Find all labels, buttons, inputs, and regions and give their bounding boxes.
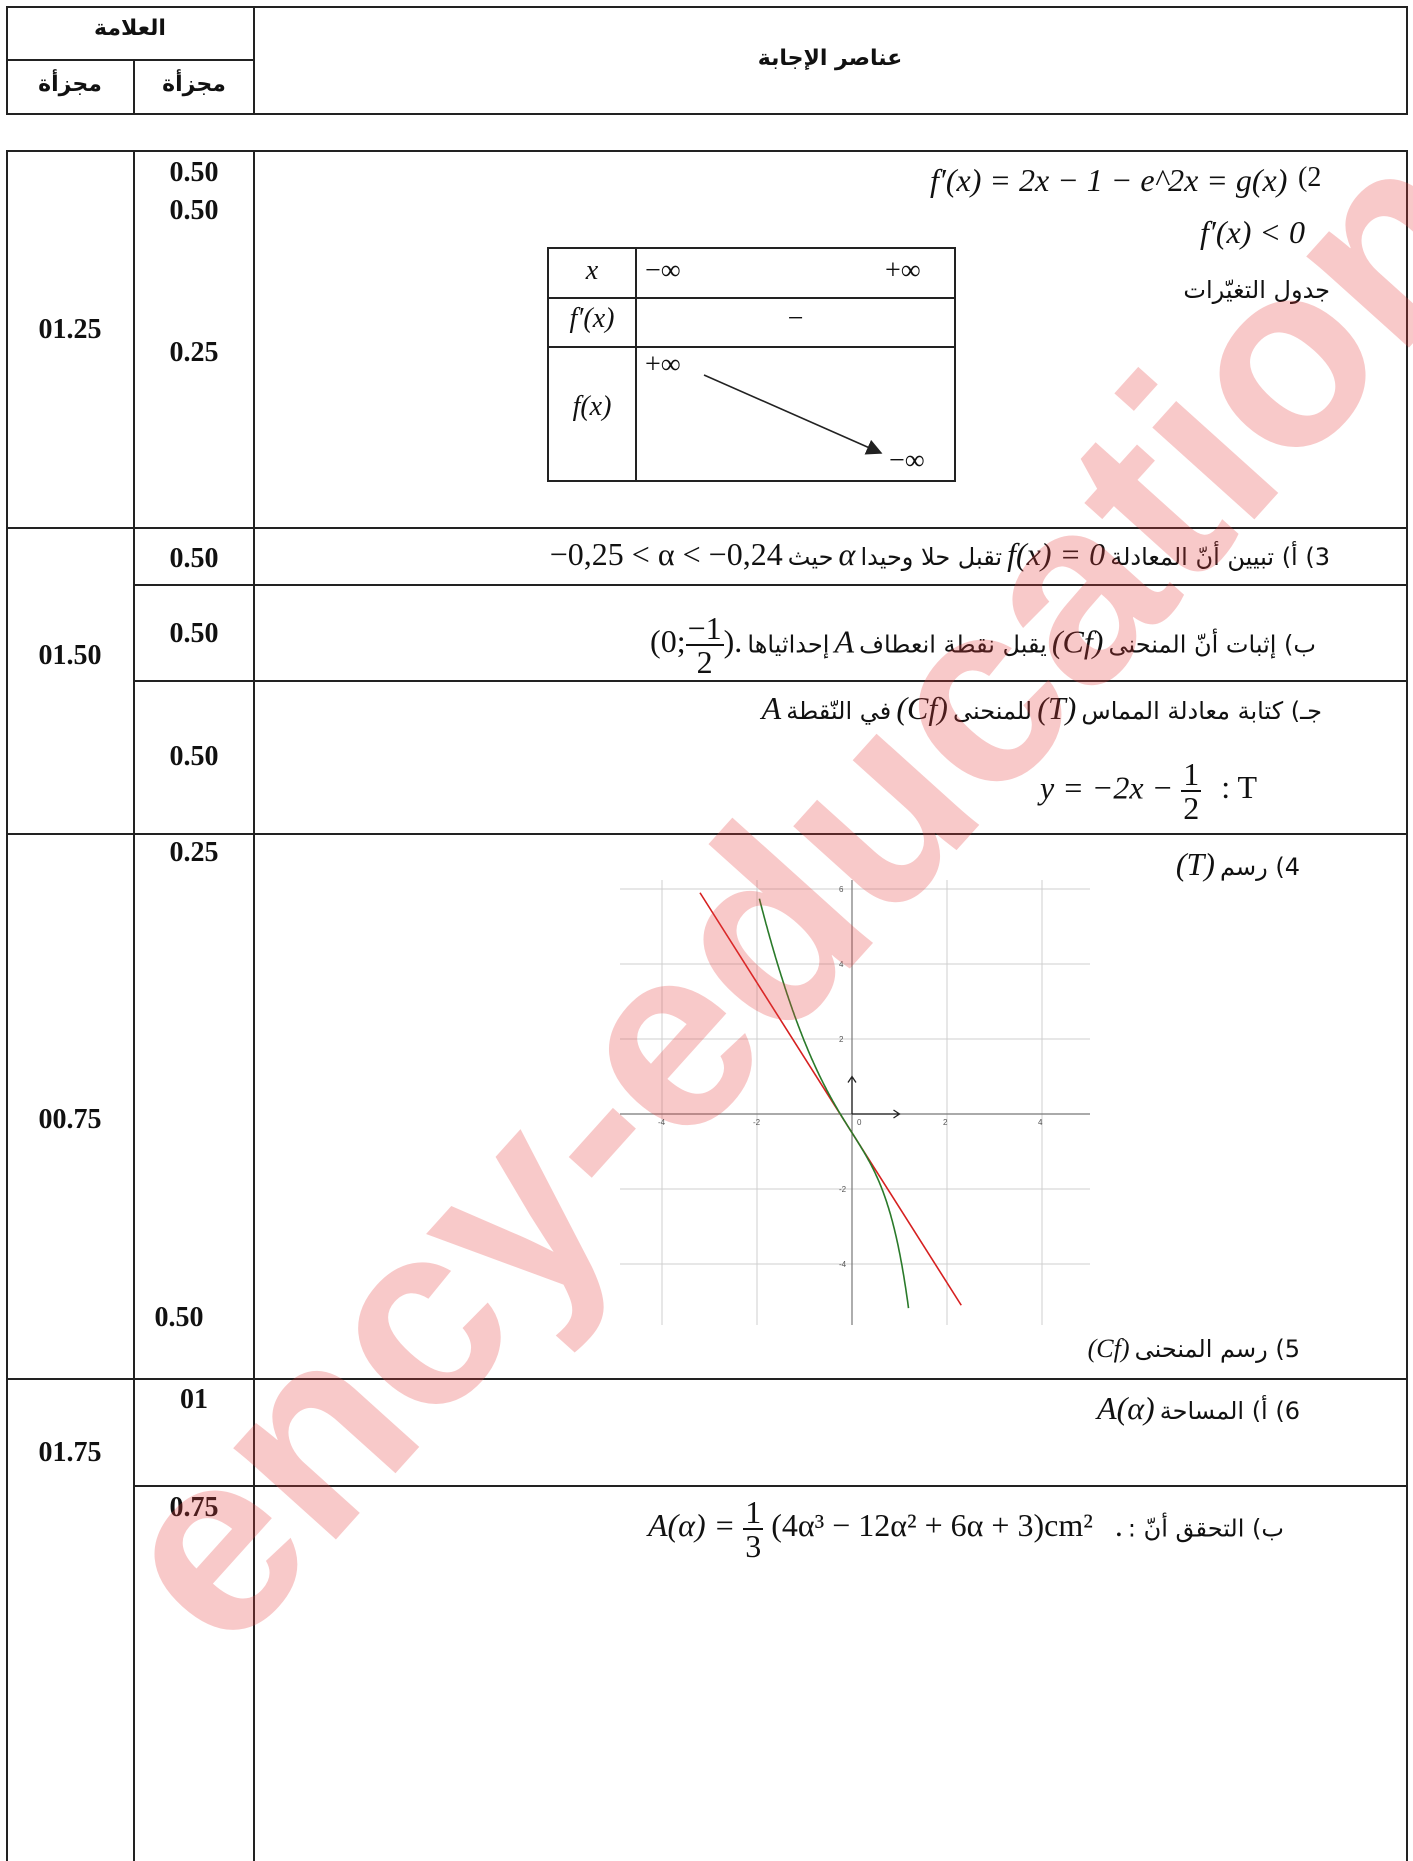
- q4-T: (T): [1175, 846, 1215, 882]
- unit-arrow-j: [847, 1075, 857, 1114]
- tangent-line: [699, 892, 962, 1306]
- q2-sign: f′(x) < 0: [1200, 214, 1305, 250]
- mark-q6-b: 0.75: [169, 1492, 219, 1523]
- q3-b-coord: (0; −1 2).: [650, 612, 743, 678]
- x-tick-label: 2: [943, 1118, 948, 1127]
- vt-fp-label: f′(x): [569, 303, 615, 334]
- mark-q3-a: 0.50: [169, 543, 219, 574]
- q3-b-coord-pre: (0;: [650, 623, 686, 660]
- x-tick-label: 0: [857, 1118, 862, 1127]
- q4-line: 4) رسم (T): [1000, 846, 1300, 883]
- q3-c-cf: (Cf): [896, 690, 948, 726]
- vt-f-label: f(x): [572, 391, 612, 422]
- q6-a-line: 6) أ) المساحة A(α): [900, 1390, 1300, 1427]
- unit-arrow-i: [852, 1109, 901, 1119]
- function-graph: -4 -2 0 2 4 6 4 2 -2 -4: [620, 880, 1090, 1325]
- variation-label: جدول التغيّرات: [1183, 276, 1330, 304]
- q5-cf: (Cf): [1087, 1334, 1130, 1363]
- q3-b-text: ب) إثبات أنّ المنحنى: [1108, 630, 1316, 659]
- total-q3: 01.50: [38, 640, 102, 671]
- y-tick-label: 6: [839, 885, 844, 894]
- total-q4: 00.75: [38, 1104, 102, 1135]
- q3-a-math: f(x) = 0: [1007, 536, 1106, 572]
- q3-a-text3: حيث: [787, 543, 834, 571]
- mark-q4: 0.25: [169, 837, 219, 868]
- q3-a-text: 3) أ) تبيين أنّ المعادلة: [1110, 543, 1330, 571]
- mark-q5: 0.50: [154, 1302, 204, 1333]
- q3-b-coord-post: ).: [723, 623, 743, 660]
- tangent-eq-num: 1: [1181, 756, 1202, 792]
- q3-c-text: جـ) كتابة معادلة المماس: [1081, 697, 1322, 725]
- y-tick-label: -2: [839, 1185, 847, 1194]
- q6-b-den: 3: [745, 1528, 762, 1564]
- q6-b-text: ب) التحقق أنّ :: [1127, 1514, 1284, 1543]
- q6-a-math: A(α): [1097, 1390, 1155, 1426]
- q3-b-frac: −1 2: [685, 610, 724, 680]
- q2-number: (2: [1298, 162, 1322, 193]
- variation-table: x −∞ +∞ f′(x) − f(x) +∞ −∞: [547, 247, 956, 482]
- mark-q2-1: 0.50: [169, 157, 219, 188]
- answer-title: عناصر الإجابة: [757, 46, 903, 71]
- mark-q3-b: 0.50: [169, 618, 219, 649]
- tangent-eq-pre: y = −2x −: [1040, 769, 1174, 806]
- mark-q2-3: 0.25: [169, 337, 219, 368]
- q3-c-text2: للمنحنى: [952, 697, 1033, 725]
- y-tick-label: -4: [839, 1260, 847, 1269]
- q4-text: 4) رسم: [1220, 853, 1300, 881]
- q3-b-cf: (Cf): [1051, 623, 1104, 660]
- vt-fp-sign: −: [787, 303, 804, 334]
- q6-b-dot: .: [1114, 1507, 1123, 1544]
- total-q2: 01.25: [38, 314, 102, 345]
- q3-a-alpha: α: [838, 536, 856, 572]
- q3-c-T: (T): [1037, 690, 1077, 726]
- tangent-eq-T: : T: [1221, 769, 1258, 806]
- q6-a-text: 6) أ) المساحة: [1159, 1397, 1300, 1425]
- q3-c-A: A: [761, 690, 782, 726]
- mark-q2-2: 0.50: [169, 195, 219, 226]
- x-tick-label: 4: [1038, 1118, 1043, 1127]
- q6-b-num: 1: [743, 1494, 764, 1530]
- q3-b-num: −1: [685, 610, 724, 646]
- q3-c-text3: في النّقطة: [786, 697, 892, 725]
- y-tick-label: 4: [839, 960, 844, 969]
- vt-x-left: −∞: [645, 255, 681, 286]
- x-tick-label: -4: [658, 1118, 666, 1127]
- vt-x-right: +∞: [885, 255, 921, 286]
- vt-f-bottom: −∞: [889, 445, 925, 476]
- total-q6: 01.75: [38, 1437, 102, 1468]
- q3-c-line: جـ) كتابة معادلة المماس (T) للمنحنى (Cf)…: [260, 690, 1322, 727]
- vt-decreasing-arrow: [703, 374, 883, 455]
- q5-line: 5) رسم المنحنى (Cf): [900, 1334, 1300, 1364]
- q5-text: 5) رسم المنحنى: [1134, 1335, 1300, 1363]
- q6-b-rhs: (4α³ − 12α² + 6α + 3)cm²: [771, 1507, 1093, 1544]
- vt-x-label: x: [585, 255, 599, 286]
- q3-a-text2: تقبل حلا وحيدا: [860, 543, 1003, 571]
- tangent-eq-den: 2: [1183, 790, 1200, 826]
- q3-b-den: 2: [696, 644, 713, 680]
- sub-col-2: مجزأة: [162, 72, 226, 97]
- q3-b-line: ب) إثبات أنّ المنحنى (Cf) يقبل نقطة انعط…: [260, 612, 1316, 678]
- q6-b-lhs: A(α) =: [647, 1507, 736, 1544]
- grade-title: العلامة: [94, 16, 166, 41]
- mark-q6-a: 01: [180, 1384, 208, 1415]
- y-tick-label: 2: [839, 1035, 844, 1044]
- q3-b-text2: يقبل نقطة انعطاف: [859, 630, 1047, 659]
- x-tick-label: -2: [753, 1118, 761, 1127]
- q2-derivative: f′(x) = 2x − 1 − e^2x = g(x): [930, 162, 1288, 198]
- sub-col-1: مجزأة: [38, 72, 102, 97]
- vt-f-top: +∞: [645, 349, 681, 380]
- curve-cf: [758, 898, 910, 1309]
- q3-a-line: 3) أ) تبيين أنّ المعادلة f(x) = 0 تقبل ح…: [260, 536, 1330, 573]
- q3-a-ineq: −0,25 < α < −0,24: [549, 536, 783, 572]
- q3-b-A: A: [834, 623, 855, 660]
- mark-q3-c: 0.50: [169, 741, 219, 772]
- q3-b-text3: إحداثياها: [747, 630, 830, 659]
